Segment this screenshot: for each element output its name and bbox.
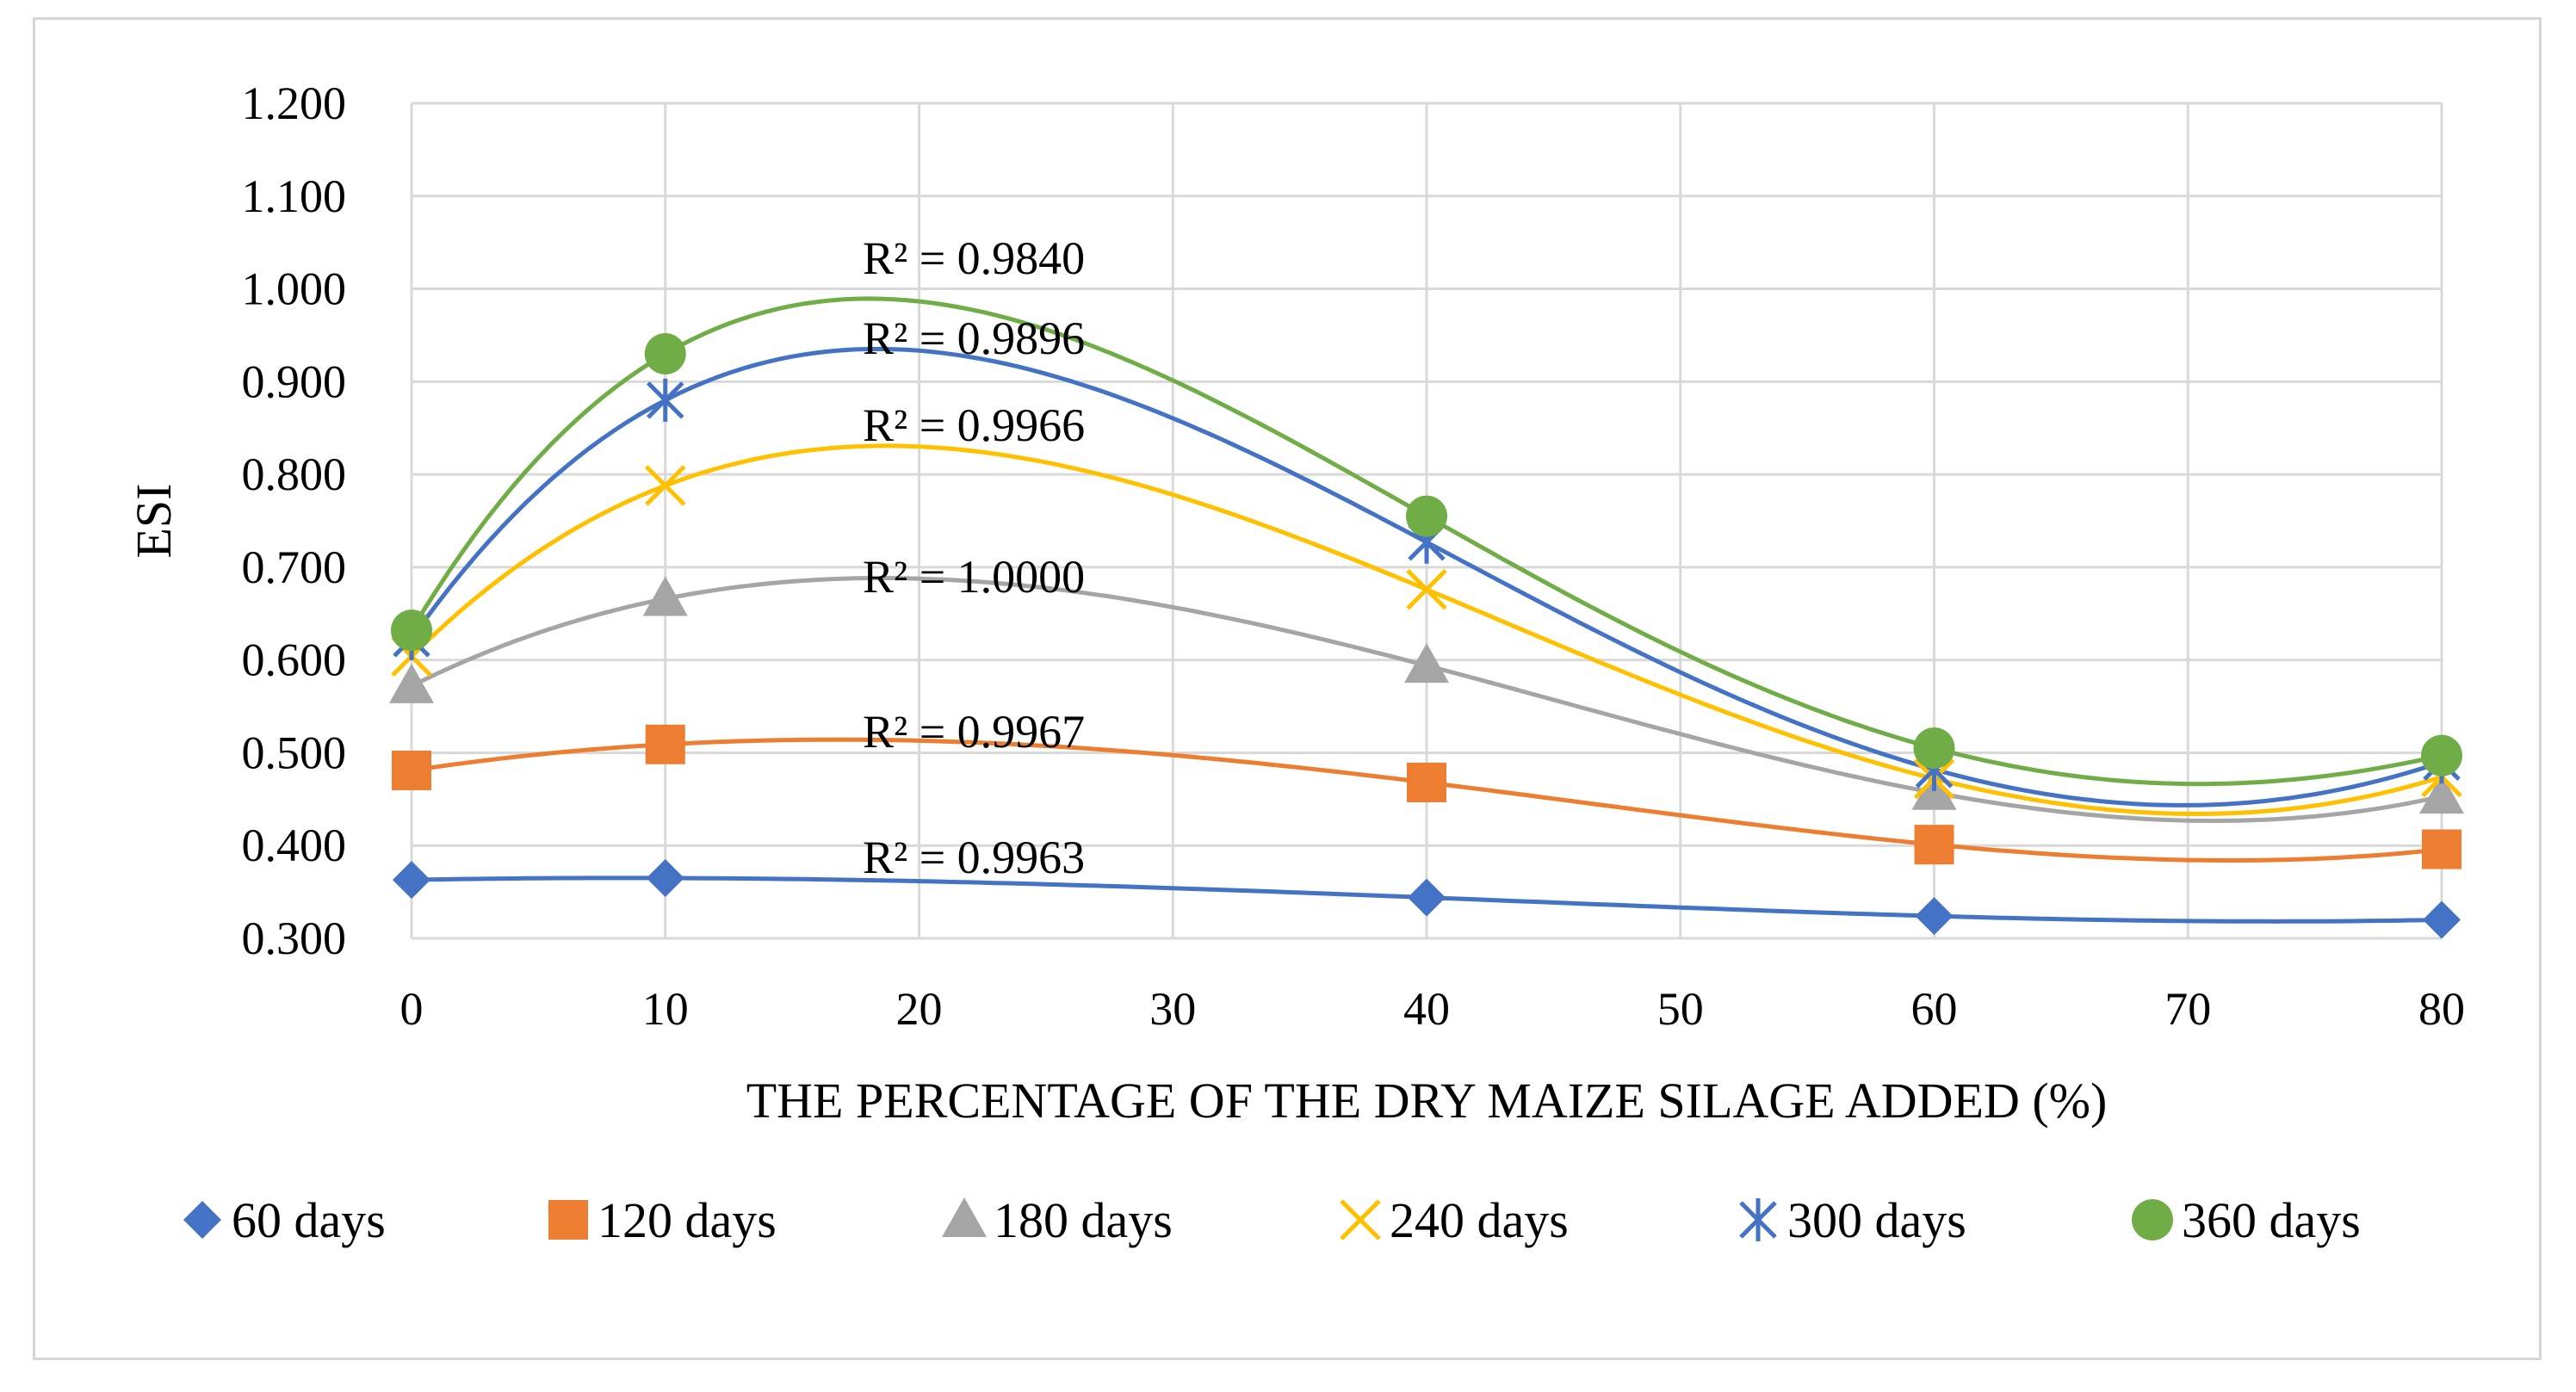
x-tick-5: 50 [1657, 983, 1704, 1035]
point-120-days-60 [1914, 825, 1954, 865]
y-tick-3: 0.600 [242, 634, 347, 686]
y-tick-9: 1.200 [242, 77, 347, 129]
point-120-days-0 [392, 750, 431, 790]
point-240-days-10 [644, 465, 686, 506]
point-60-days-10 [646, 858, 684, 897]
legend-marker-1 [548, 1200, 588, 1240]
x-tick-2: 20 [896, 983, 943, 1035]
data-markers [389, 333, 2464, 939]
y-tick-1: 0.400 [242, 820, 347, 871]
point-60-days-80 [2423, 900, 2461, 939]
legend-marker-4 [1739, 1198, 1777, 1241]
r2-label-4: R² = 0.9896 [863, 312, 1085, 364]
point-360-days-10 [644, 333, 686, 374]
x-axis-title: THE PERCENTAGE OF THE DRY MAIZE SILAGE A… [746, 1073, 2108, 1129]
point-240-days-40 [1406, 568, 1447, 610]
x-tick-labels: 0 10 20 30 40 50 60 70 80 [400, 983, 2466, 1035]
point-60-days-0 [393, 861, 430, 900]
y-tick-8: 1.100 [242, 170, 347, 222]
y-tick-0: 0.300 [242, 913, 347, 964]
point-360-days-40 [1406, 495, 1447, 537]
y-tick-7: 1.000 [242, 263, 347, 315]
r2-label-3: R² = 0.9966 [863, 399, 1085, 451]
legend: 60 days 120 days 180 days 240 days 300 days 3… [183, 1192, 2361, 1248]
point-360-days-60 [1913, 727, 1955, 770]
point-180-days-10 [642, 576, 688, 616]
point-180-days-40 [1404, 643, 1449, 684]
r2-label-0: R² = 0.9963 [863, 832, 1085, 883]
legend-label-2: 180 days [994, 1192, 1173, 1248]
r2-label-1: R² = 0.9967 [863, 706, 1085, 758]
x-tick-7: 70 [2164, 983, 2211, 1035]
legend-label-4: 300 days [1787, 1192, 1966, 1248]
point-360-days-80 [2421, 734, 2462, 776]
x-tick-6: 60 [1911, 983, 1958, 1035]
x-tick-4: 40 [1403, 983, 1450, 1035]
legend-marker-0 [183, 1201, 221, 1239]
point-300-days-10 [646, 378, 684, 422]
point-120-days-80 [2422, 829, 2461, 869]
point-180-days-0 [389, 663, 434, 703]
legend-label-5: 360 days [2182, 1192, 2361, 1248]
legend-label-0: 60 days [232, 1192, 386, 1248]
r2-labels: R² = 0.9963 R² = 0.9967 R² = 1.0000 R² = 0.… [863, 232, 1085, 883]
point-120-days-10 [645, 724, 685, 764]
legend-label-3: 240 days [1390, 1192, 1569, 1248]
legend-label-1: 120 days [598, 1192, 777, 1248]
y-tick-5: 0.800 [242, 449, 347, 500]
y-tick-4: 0.700 [242, 541, 347, 593]
y-tick-6: 0.900 [242, 356, 347, 407]
point-60-days-60 [1915, 897, 1954, 936]
point-60-days-40 [1408, 878, 1446, 917]
x-tick-1: 10 [642, 983, 689, 1035]
r2-label-5: R² = 0.9840 [863, 232, 1085, 284]
x-tick-3: 30 [1149, 983, 1196, 1035]
grid-lines [410, 102, 2443, 940]
y-tick-labels: 0.300 0.400 0.500 0.600 0.700 0.800 0.900 1.000… [242, 77, 347, 964]
r2-label-2: R² = 1.0000 [863, 551, 1085, 603]
x-tick-8: 80 [2418, 983, 2465, 1035]
y-tick-2: 0.500 [242, 727, 347, 778]
y-axis-title: ESI [126, 484, 182, 559]
point-180-days-80 [2419, 774, 2464, 814]
x-tick-0: 0 [400, 983, 424, 1035]
legend-marker-5 [2132, 1199, 2173, 1240]
legend-marker-3 [1340, 1199, 1381, 1240]
chart-frame [33, 17, 2542, 1360]
point-360-days-0 [391, 609, 432, 652]
legend-marker-2 [942, 1197, 987, 1237]
point-120-days-40 [1407, 762, 1446, 802]
